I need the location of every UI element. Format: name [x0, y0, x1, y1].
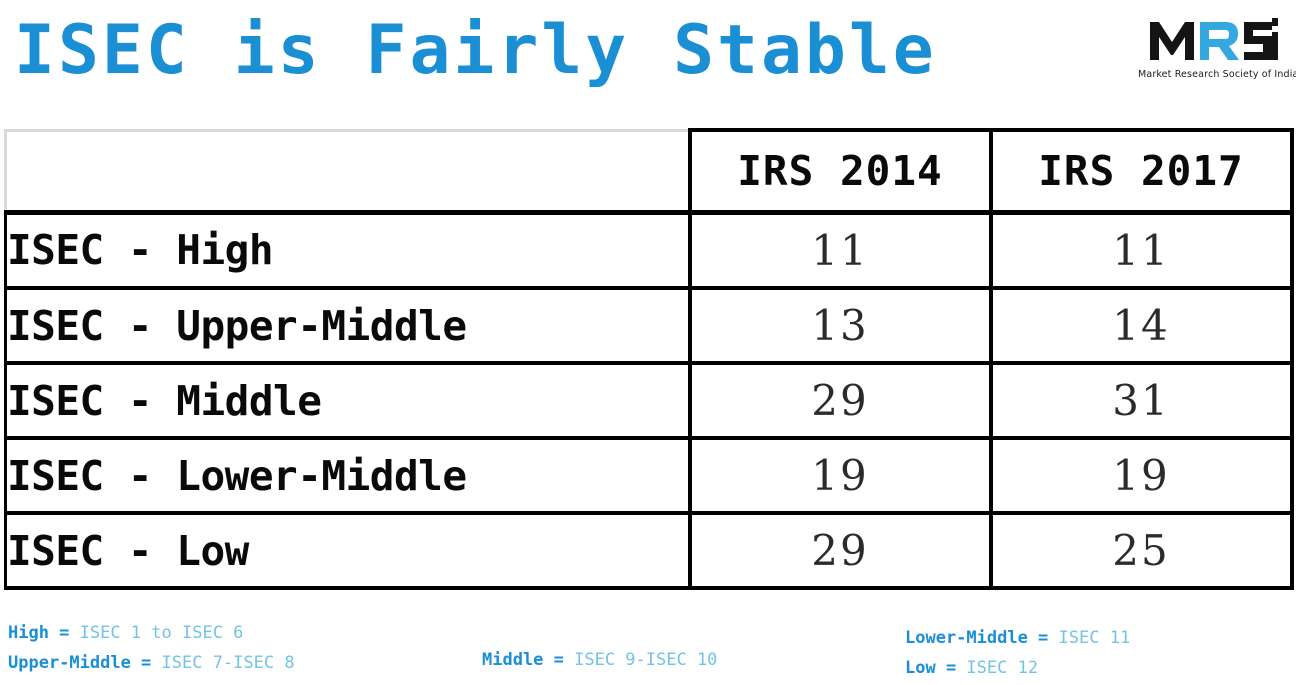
legend-value-low: ISEC 12	[966, 658, 1039, 678]
table-corner-cell	[4, 128, 692, 215]
legend-value-middle: ISEC 9-ISEC 10	[574, 650, 718, 670]
legend-block-middle: Middle = ISEC 9-ISEC 10	[482, 645, 717, 675]
row-label-isec-low: ISEC - Low	[4, 513, 692, 590]
legend-value-high: ISEC 1 to ISEC 6	[79, 623, 244, 643]
legend-value-lower-middle: ISEC 11	[1058, 628, 1131, 648]
logo-subtitle: Market Research Society of India	[1138, 69, 1296, 80]
column-header-irs-2014: IRS 2014	[687, 128, 993, 215]
legend-key-lower-middle: Lower-Middle =	[905, 628, 1059, 648]
legend-block-right: Lower-Middle = ISEC 11 Low = ISEC 12	[905, 623, 1130, 683]
row-label-isec-lower-middle: ISEC - Lower-Middle	[4, 438, 692, 515]
table-row: ISEC - Low 29 25	[4, 513, 1294, 590]
row-label-isec-high: ISEC - High	[4, 212, 692, 290]
legend-block-left: High = ISEC 1 to ISEC 6 Upper-Middle = I…	[8, 618, 295, 678]
legend-value-upper-middle: ISEC 7-ISEC 8	[161, 653, 295, 673]
mrsi-logo: Market Research Society of India	[1138, 10, 1296, 102]
legend-item-lower-middle: Lower-Middle = ISEC 11	[905, 623, 1130, 653]
cell-isec-middle-irs-2014: 29	[689, 363, 993, 440]
cell-isec-high-irs-2017: 11	[990, 212, 1294, 290]
legend-item-middle: Middle = ISEC 9-ISEC 10	[482, 645, 717, 675]
cell-isec-lower-middle-irs-2014: 19	[689, 438, 993, 515]
table-row: ISEC - High 11 11	[4, 212, 1294, 290]
table-row: ISEC - Lower-Middle 19 19	[4, 438, 1294, 515]
table-row: ISEC - Upper-Middle 13 14	[4, 288, 1294, 365]
cell-isec-high-irs-2014: 11	[689, 212, 993, 290]
cell-isec-low-irs-2017: 25	[990, 513, 1294, 590]
row-label-isec-upper-middle: ISEC - Upper-Middle	[4, 288, 692, 365]
mrsi-logo-mark	[1150, 18, 1278, 60]
page-title: ISEC is Fairly Stable	[14, 11, 937, 90]
column-header-irs-2017: IRS 2017	[990, 128, 1294, 215]
table-header-row: IRS 2014 IRS 2017	[4, 128, 1294, 215]
row-label-isec-middle: ISEC - Middle	[4, 363, 692, 440]
legend-item-upper-middle: Upper-Middle = ISEC 7-ISEC 8	[8, 648, 295, 678]
cell-isec-upper-middle-irs-2014: 13	[689, 288, 993, 365]
legend-key-low: Low =	[905, 658, 967, 678]
legend-item-low: Low = ISEC 12	[905, 653, 1130, 683]
table-row: ISEC - Middle 29 31	[4, 363, 1294, 440]
isec-comparison-table: IRS 2014 IRS 2017 ISEC - High 11 11 ISEC…	[4, 128, 1294, 590]
legend-key-middle: Middle =	[482, 650, 575, 670]
legend-key-upper-middle: Upper-Middle =	[8, 653, 162, 673]
cell-isec-middle-irs-2017: 31	[990, 363, 1294, 440]
cell-isec-lower-middle-irs-2017: 19	[990, 438, 1294, 515]
legend-item-high: High = ISEC 1 to ISEC 6	[8, 618, 295, 648]
cell-isec-low-irs-2014: 29	[689, 513, 993, 590]
legend-key-high: High =	[8, 623, 80, 643]
cell-isec-upper-middle-irs-2017: 14	[990, 288, 1294, 365]
